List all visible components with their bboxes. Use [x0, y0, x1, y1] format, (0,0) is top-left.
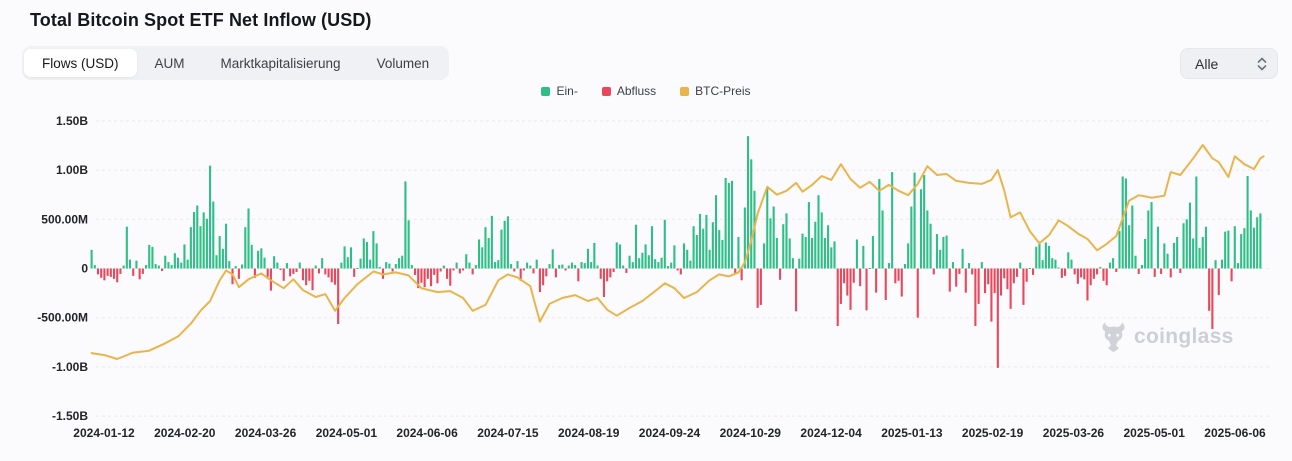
coinglass-watermark: coinglass: [1100, 322, 1234, 352]
svg-text:2024-09-24: 2024-09-24: [639, 426, 701, 440]
svg-text:-1.50B: -1.50B: [52, 409, 88, 423]
time-range-select[interactable]: Alle: [1180, 48, 1278, 79]
inflow-swatch-icon: [541, 86, 551, 96]
svg-text:2025-03-26: 2025-03-26: [1043, 426, 1105, 440]
outflow-swatch-icon: [601, 86, 611, 96]
legend-item-outflow[interactable]: Abfluss: [601, 84, 657, 98]
svg-text:2024-03-26: 2024-03-26: [235, 426, 297, 440]
time-range-value: Alle: [1195, 55, 1219, 72]
legend-item-inflow[interactable]: Ein-: [541, 84, 578, 98]
tab-marktkapitalisierung[interactable]: Marktkapitalisierung: [220, 55, 341, 71]
svg-text:500.00M: 500.00M: [41, 212, 88, 226]
svg-text:2025-06-06: 2025-06-06: [1204, 426, 1266, 440]
svg-text:2025-05-01: 2025-05-01: [1124, 426, 1186, 440]
svg-text:2024-10-29: 2024-10-29: [720, 426, 782, 440]
svg-text:2024-12-04: 2024-12-04: [800, 426, 862, 440]
svg-text:-500.00M: -500.00M: [37, 311, 88, 325]
page-title: Total Bitcoin Spot ETF Net Inflow (USD): [30, 10, 372, 30]
svg-text:2024-07-15: 2024-07-15: [477, 426, 539, 440]
svg-text:2024-08-19: 2024-08-19: [558, 426, 620, 440]
svg-text:2024-05-01: 2024-05-01: [316, 426, 378, 440]
svg-text:2024-02-20: 2024-02-20: [154, 426, 216, 440]
svg-text:1.00B: 1.00B: [56, 163, 88, 177]
svg-text:2024-01-12: 2024-01-12: [73, 426, 135, 440]
legend-label: BTC-Preis: [695, 84, 751, 98]
tab-aum[interactable]: AUM: [154, 55, 185, 71]
legend-label: Ein-: [556, 84, 578, 98]
watermark-text: coinglass: [1134, 325, 1234, 348]
svg-text:2025-01-13: 2025-01-13: [881, 426, 943, 440]
svg-text:2025-02-19: 2025-02-19: [962, 426, 1024, 440]
chart-tabs: Flows (USD) AUM Marktkapitalisierung Vol…: [22, 46, 450, 80]
legend-label: Abfluss: [616, 84, 657, 98]
chart-legend: Ein- Abfluss BTC-Preis: [0, 84, 1292, 98]
updown-chevron-icon: [1257, 57, 1267, 71]
svg-text:1.50B: 1.50B: [56, 114, 88, 128]
svg-text:0: 0: [81, 262, 88, 276]
tab-volumen[interactable]: Volumen: [376, 55, 430, 71]
etf-flows-chart[interactable]: 1.50B 1.00B 500.00M 0 -500.00M -1.00B -1.50B 20…: [0, 100, 1292, 461]
svg-text:-1.00B: -1.00B: [52, 360, 88, 374]
legend-item-btc-price[interactable]: BTC-Preis: [680, 84, 751, 98]
coinglass-bull-icon: [1100, 322, 1127, 352]
btc-price-swatch-icon: [680, 86, 690, 96]
tab-flows-usd[interactable]: Flows (USD): [24, 49, 137, 77]
svg-text:2024-06-06: 2024-06-06: [396, 426, 458, 440]
